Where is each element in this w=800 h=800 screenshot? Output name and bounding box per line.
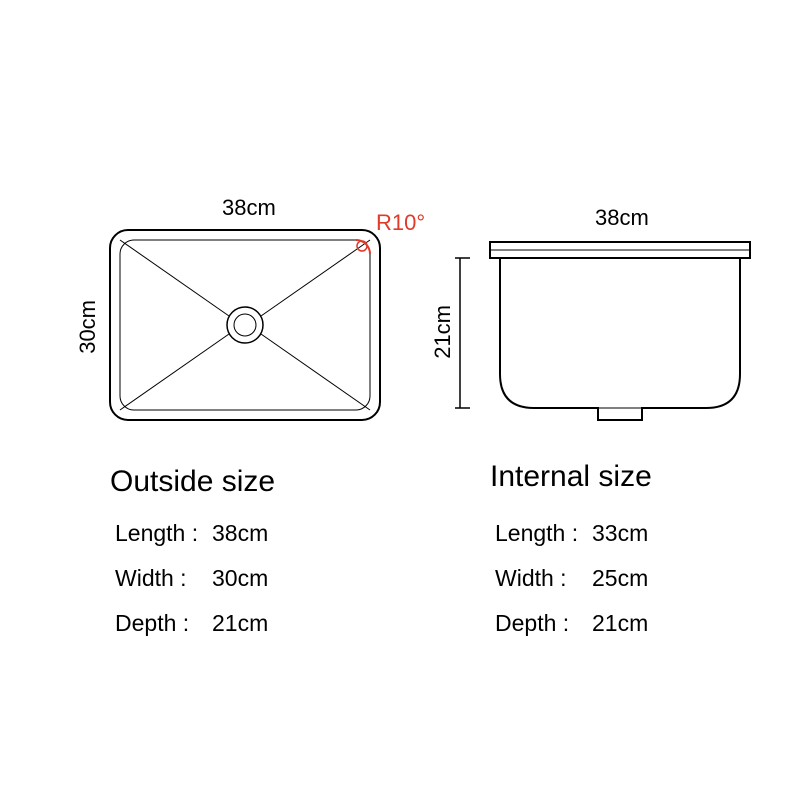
outside-depth-label: Depth : — [115, 610, 189, 637]
internal-title: Internal size — [490, 460, 652, 494]
outside-depth-value: 21cm — [212, 610, 268, 637]
internal-width-label: Width : — [495, 565, 567, 592]
internal-width-value: 25cm — [592, 565, 648, 592]
outside-length-label: Length : — [115, 520, 198, 547]
outside-width-label: Width : — [115, 565, 187, 592]
side-view-diagram — [0, 0, 800, 800]
internal-length-value: 33cm — [592, 520, 648, 547]
corner-radius-label: R10° — [376, 210, 425, 236]
internal-depth-value: 21cm — [592, 610, 648, 637]
top-view-height-label: 30cm — [75, 300, 101, 354]
side-view-depth-label: 21cm — [430, 305, 456, 359]
side-view-width-label: 38cm — [595, 205, 649, 231]
outside-width-value: 30cm — [212, 565, 268, 592]
internal-length-label: Length : — [495, 520, 578, 547]
outside-title: Outside size — [110, 465, 275, 499]
top-view-width-label: 38cm — [222, 195, 276, 221]
internal-depth-label: Depth : — [495, 610, 569, 637]
outside-length-value: 38cm — [212, 520, 268, 547]
